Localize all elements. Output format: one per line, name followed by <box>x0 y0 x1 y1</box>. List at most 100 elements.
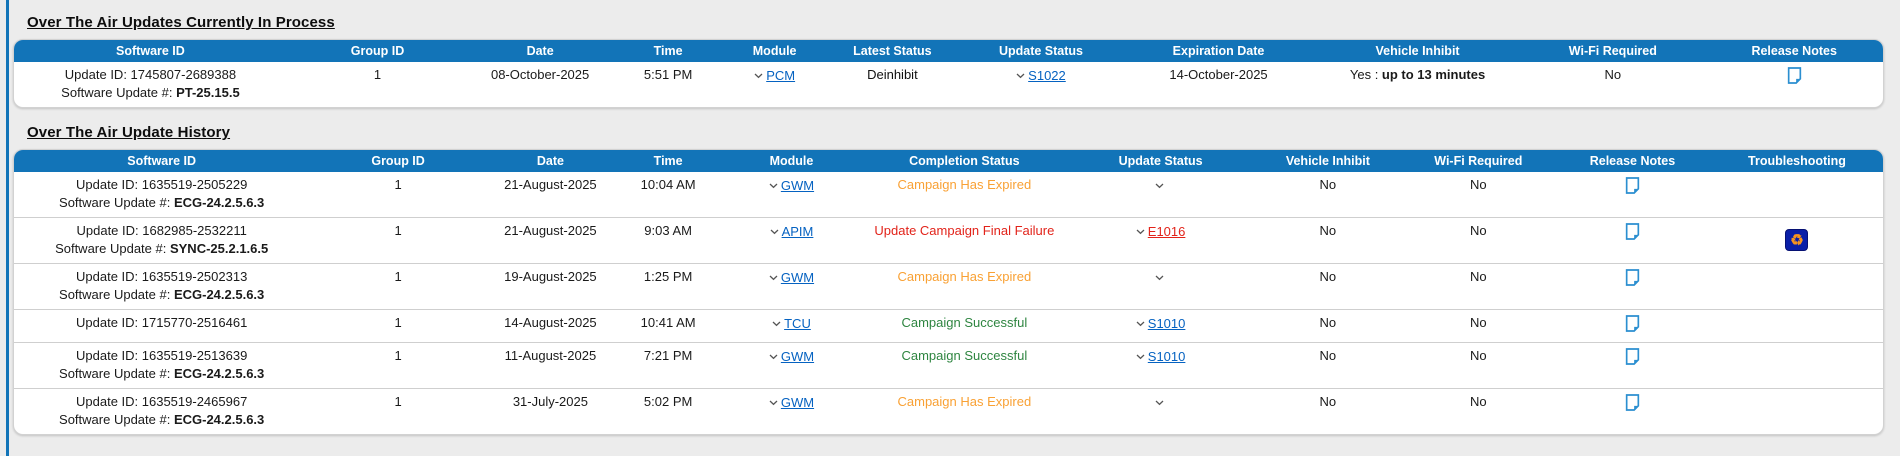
module-cell: GWM <box>722 172 860 217</box>
release-notes-icon[interactable] <box>1625 394 1640 411</box>
update-status-link[interactable]: E1016 <box>1147 224 1186 239</box>
status-text: Update Campaign Final Failure <box>874 223 1055 238</box>
update-status-link[interactable]: S1022 <box>1028 68 1066 83</box>
release-notes-icon[interactable] <box>1787 67 1802 84</box>
module-link[interactable]: GWM <box>780 349 815 364</box>
time-cell: 1:25 PM <box>613 263 723 309</box>
software-update-number-text: Software Update #: PT-25.15.5 <box>61 85 240 100</box>
update-id-text: Update ID: 1715770-2516461 <box>76 315 248 330</box>
chevron-down-icon[interactable] <box>769 177 778 192</box>
chevron-down-icon[interactable] <box>769 269 778 284</box>
chevron-down-icon[interactable] <box>754 67 763 82</box>
wifi-required-cell: No <box>1604 67 1622 82</box>
release-notes-cell <box>1553 263 1711 309</box>
vehicle-inhibit-cell: No <box>1319 177 1337 192</box>
group-id-cell: 1 <box>373 67 382 82</box>
time-cell: 7:21 PM <box>613 342 723 388</box>
chevron-down-icon[interactable] <box>770 223 779 238</box>
column-header-completion-status: Completion Status <box>860 150 1069 172</box>
group-id-cell: 1 <box>394 177 402 192</box>
troubleshooting-cell <box>1710 309 1883 342</box>
module-link[interactable]: GWM <box>780 178 815 193</box>
software-update-number-text: Software Update #: ECG-24.2.5.6.3 <box>59 412 265 427</box>
column-header-software-id: Software ID <box>14 40 287 62</box>
chevron-down-icon[interactable] <box>1155 269 1164 284</box>
completion-status-cell: Campaign Successful <box>860 309 1069 342</box>
release-notes-cell <box>1553 309 1711 342</box>
vehicle-inhibit-cell: No <box>1253 388 1403 434</box>
column-header-module: Module <box>722 150 861 172</box>
column-header-release-notes: Release Notes <box>1705 40 1883 62</box>
column-header-release-notes: Release Notes <box>1553 150 1711 172</box>
update-status-cell: S1022 <box>960 62 1123 107</box>
update-row: Update ID: 1635519-2505229 Software Updat… <box>14 172 1883 217</box>
module-link[interactable]: GWM <box>780 395 815 410</box>
group-id-cell: 1 <box>309 263 487 309</box>
vehicle-inhibit-cell: No <box>1253 342 1403 388</box>
wifi-required-cell: No <box>1469 177 1487 192</box>
column-header-time: Time <box>612 40 725 62</box>
release-notes-cell <box>1553 342 1711 388</box>
latest-status-cell: Deinhibit <box>825 62 960 107</box>
release-notes-icon[interactable] <box>1625 315 1640 332</box>
module-link[interactable]: APIM <box>781 224 814 239</box>
update-id-text: Update ID: 1635519-2502313 <box>76 269 248 284</box>
vehicle-inhibit-cell: No <box>1253 263 1403 309</box>
completion-status-cell: Campaign Has Expired <box>861 172 1068 217</box>
troubleshooting-cell <box>1710 263 1883 309</box>
chevron-down-icon[interactable] <box>769 348 778 363</box>
release-notes-icon[interactable] <box>1625 269 1640 286</box>
module-cell: PCM <box>724 62 825 107</box>
completion-status-cell: Campaign Successful <box>860 342 1069 388</box>
module-link[interactable]: TCU <box>784 316 811 331</box>
release-notes-icon[interactable] <box>1625 177 1640 194</box>
date-cell: 21-August-2025 <box>504 177 597 192</box>
release-notes-cell <box>1554 172 1711 217</box>
release-notes-icon[interactable] <box>1625 348 1640 365</box>
chevron-down-icon[interactable] <box>1016 67 1025 82</box>
chevron-down-icon[interactable] <box>1136 348 1145 363</box>
time-cell: 5:51 PM <box>643 67 693 82</box>
chevron-down-icon[interactable] <box>769 394 778 409</box>
update-row: Update ID: 1635519-2465967 Software Updat… <box>14 388 1883 434</box>
troubleshooting-icon[interactable]: ♻ <box>1785 229 1809 251</box>
update-status-cell: S1010 <box>1068 342 1254 388</box>
update-id-text: Update ID: 1635519-2513639 <box>76 348 248 363</box>
chevron-down-icon[interactable] <box>772 315 781 330</box>
chevron-down-icon[interactable] <box>1136 315 1145 330</box>
update-status-link[interactable]: S1010 <box>1147 316 1186 331</box>
update-status-cell <box>1068 388 1254 434</box>
group-id-cell: 1 <box>309 309 487 342</box>
column-header-update-status: Update Status <box>959 40 1123 62</box>
software-update-number-text: Software Update #: ECG-24.2.5.6.3 <box>59 366 265 381</box>
status-text: Campaign Has Expired <box>897 177 1032 192</box>
column-header-date: Date <box>468 40 613 62</box>
update-status-cell: E1016 <box>1068 217 1254 263</box>
software-update-number-text: Software Update #: SYNC-25.2.1.6.5 <box>55 241 269 256</box>
time-cell: 5:02 PM <box>613 388 723 434</box>
status-text: Campaign Has Expired <box>897 394 1032 409</box>
update-row: Update ID: 1635519-2513639 Software Updat… <box>14 342 1883 388</box>
chevron-down-icon[interactable] <box>1136 223 1145 238</box>
module-cell: APIM <box>722 217 861 263</box>
module-link[interactable]: PCM <box>766 68 796 83</box>
chevron-down-icon[interactable] <box>1155 394 1164 409</box>
update-id-text: Update ID: 1635519-2505229 <box>76 177 248 192</box>
troubleshooting-cell <box>1710 388 1883 434</box>
history-title: Over The Air Update History <box>27 124 231 141</box>
vehicle-inhibit-cell: No <box>1253 217 1403 263</box>
release-notes-icon[interactable] <box>1625 223 1640 240</box>
release-notes-cell <box>1705 62 1883 107</box>
update-status-cell <box>1068 172 1253 217</box>
left-accent-strip <box>6 0 9 456</box>
update-row: Update ID: 1745807-2689388 Software Updat… <box>14 62 1883 107</box>
time-cell: 10:04 AM <box>640 177 696 192</box>
history-section: Over The Air Update History Software ID G… <box>13 124 1884 435</box>
update-status-link[interactable]: S1010 <box>1147 349 1186 364</box>
chevron-down-icon[interactable] <box>1155 177 1164 192</box>
vehicle-inhibit-cell: Yes : up to 13 minutes <box>1349 67 1486 82</box>
completion-status-cell: Campaign Has Expired <box>860 263 1069 309</box>
column-header-update-status: Update Status <box>1068 150 1254 172</box>
history-table-card: Software ID Group ID Date Time Module Complet… <box>13 149 1884 435</box>
module-link[interactable]: GWM <box>780 270 815 285</box>
